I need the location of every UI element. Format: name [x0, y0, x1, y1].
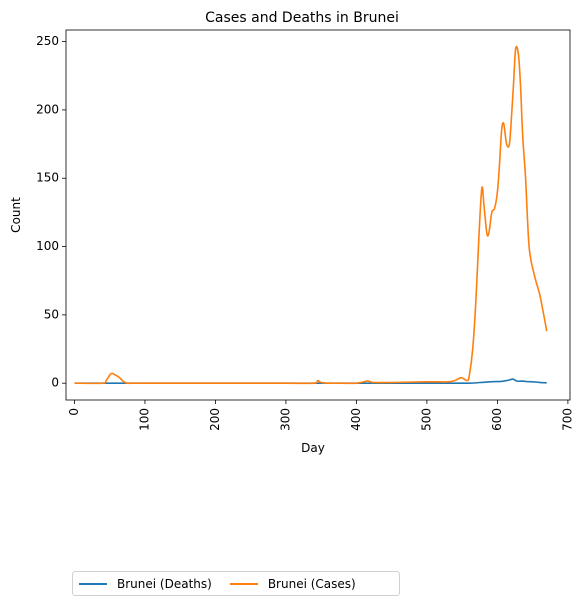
legend-swatch-deaths: [79, 582, 107, 585]
y-tick-label: 150: [36, 171, 59, 185]
y-tick-label: 100: [36, 239, 59, 253]
x-tick-label: 100: [137, 408, 151, 431]
series-line-cases: [74, 45, 548, 385]
legend: Brunei (Deaths) Brunei (Cases): [72, 571, 400, 596]
chart-title: Cases and Deaths in Brunei: [205, 10, 399, 26]
legend-label-cases: Brunei (Cases): [267, 576, 356, 591]
x-tick-label: 0: [67, 408, 81, 416]
x-tick-label: 400: [349, 408, 363, 431]
y-tick-label: 250: [36, 34, 59, 48]
y-tick-label: 50: [44, 307, 59, 321]
x-axis: 0 100 200 300 400 500 600 700: [67, 400, 574, 431]
x-tick-label: 700: [560, 408, 574, 431]
plot-frame: [65, 29, 571, 401]
legend-item-cases: Brunei (Cases): [229, 576, 356, 591]
x-tick-label: 600: [490, 408, 504, 431]
legend-swatch-cases: [229, 582, 258, 585]
plot-area: [74, 45, 548, 385]
y-tick-label: 200: [36, 102, 59, 116]
x-tick-label: 300: [278, 408, 292, 431]
x-axis-label: Day: [301, 441, 325, 455]
x-tick-label: 200: [208, 408, 222, 431]
x-tick-label: 500: [419, 408, 433, 431]
legend-label-deaths: Brunei (Deaths): [117, 576, 212, 591]
y-axis-label: Count: [9, 197, 23, 233]
legend-item-deaths: Brunei (Deaths): [79, 577, 212, 591]
y-axis: 0 50 100 150 200 250: [36, 34, 66, 390]
y-tick-label: 0: [51, 376, 59, 390]
